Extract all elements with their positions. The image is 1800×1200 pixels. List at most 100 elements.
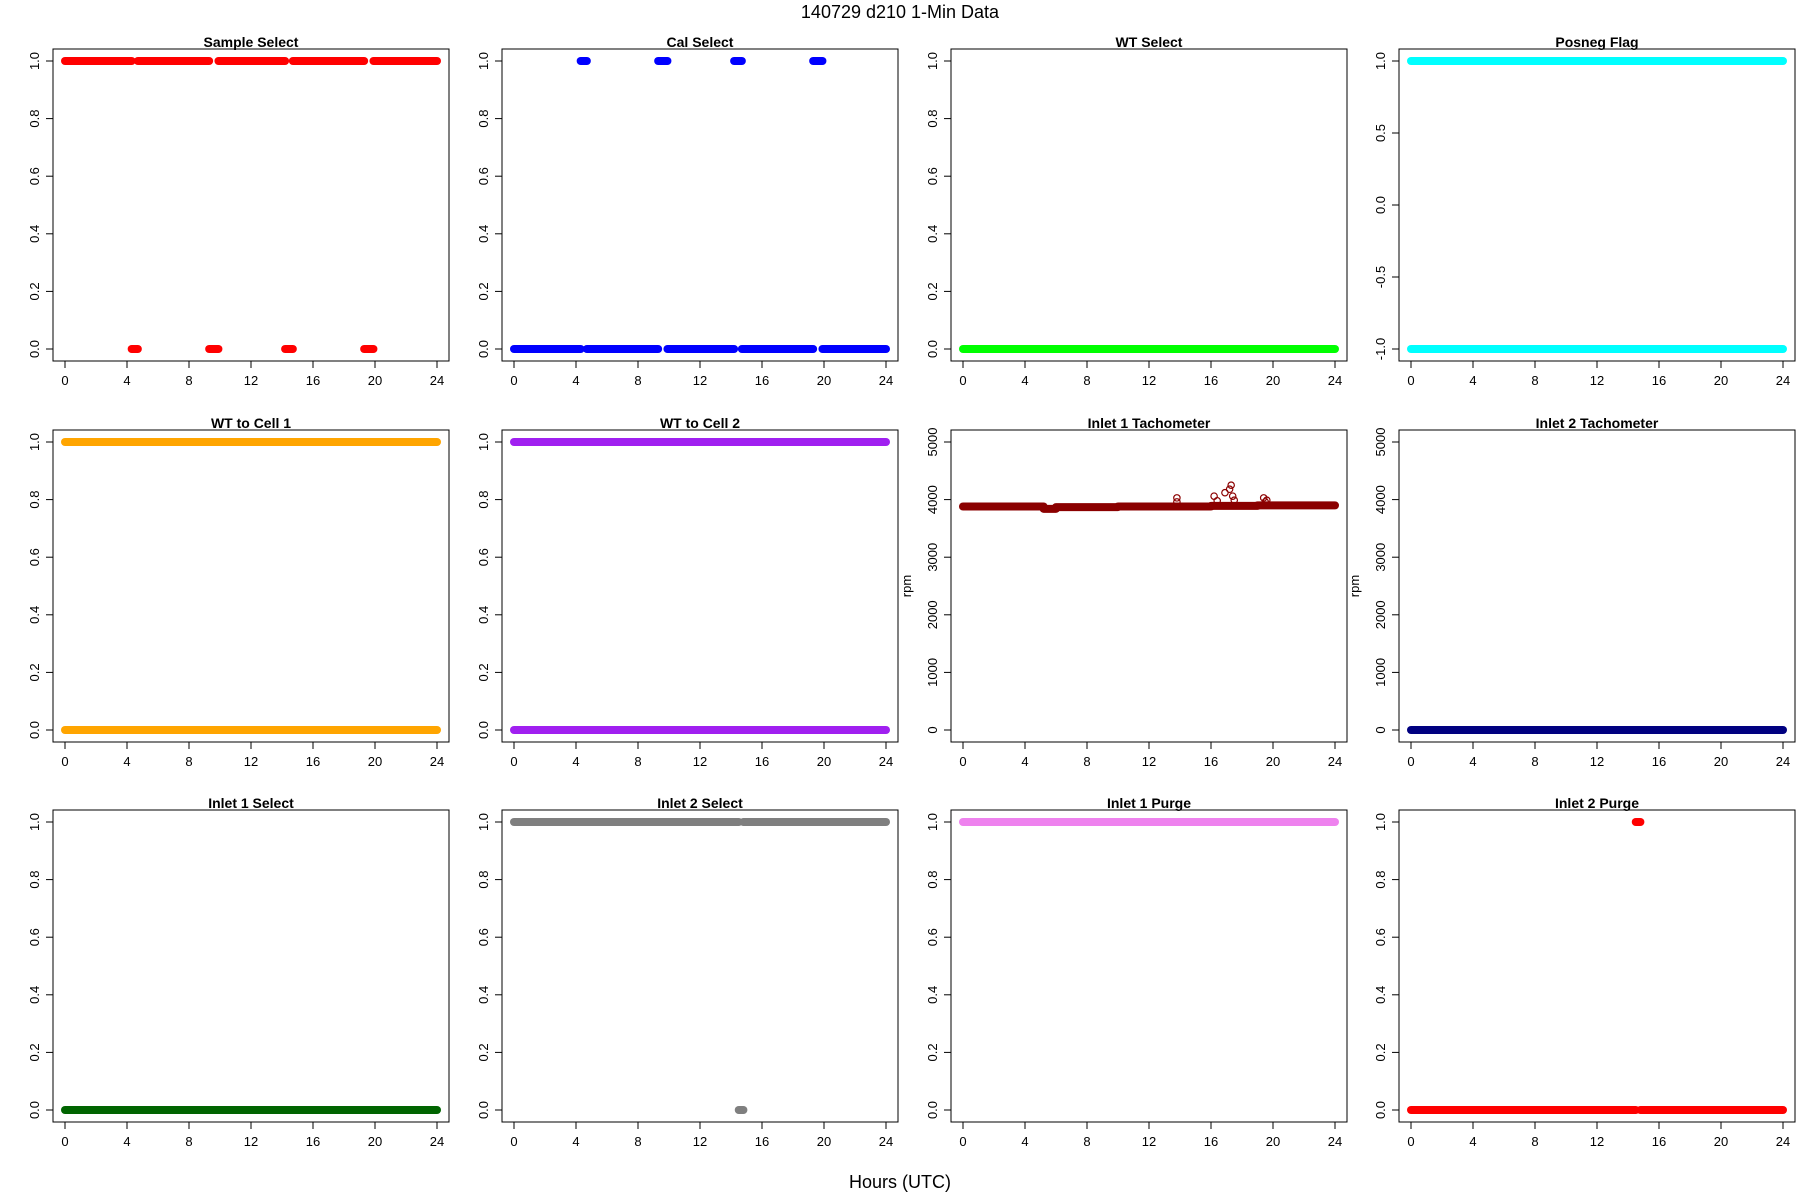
y-tick-label: 0.0	[476, 721, 491, 739]
x-tick-label: 4	[123, 373, 130, 388]
y-tick-label: 1.0	[27, 433, 42, 451]
data-point	[1230, 496, 1239, 504]
panel: Inlet 2 Select 0 4 8 12 16 20 24 0.0 0.2 0.4 0.6 0.8…	[476, 795, 899, 1149]
x-tick-label: 16	[306, 754, 320, 769]
x-tick-label: 24	[1776, 1134, 1790, 1149]
y-tick-label: 0.4	[476, 986, 491, 1004]
data-point	[1173, 498, 1181, 506]
y-tick-label: 0.6	[925, 167, 940, 185]
plot-frame	[1398, 48, 1796, 362]
y-tick-label: 0.6	[27, 167, 42, 185]
x-tick-label: 4	[1021, 373, 1028, 388]
y-tick-label: 0.4	[476, 225, 491, 243]
x-tick-label: 24	[1328, 754, 1342, 769]
panel: Inlet 1 Purge 0 4 8 12 16 20 24 0.0 0.2 0.4 0.6 0.8 1…	[925, 795, 1348, 1149]
plot-frame	[52, 48, 450, 362]
y-tick-label: 3000	[925, 543, 940, 572]
panel-title: Cal Select	[667, 34, 734, 50]
x-tick-label: 8	[185, 754, 192, 769]
plot-frame	[52, 809, 450, 1123]
x-tick-label: 4	[572, 373, 579, 388]
plot-frame	[950, 809, 1348, 1123]
x-tick-label: 12	[1590, 373, 1604, 388]
y-tick-label: 1000	[1373, 658, 1388, 687]
y-tick-label: 1.0	[1373, 813, 1388, 831]
panel-title: Inlet 2 Purge	[1555, 795, 1639, 811]
y-tick-label: 0.2	[476, 282, 491, 300]
x-tick-label: 0	[1407, 1134, 1414, 1149]
y-tick-label: 0.4	[925, 986, 940, 1004]
x-tick-label: 20	[368, 1134, 382, 1149]
x-tick-label: 12	[1590, 1134, 1604, 1149]
y-tick-label: 0.0	[27, 340, 42, 358]
y-axis-label: rpm	[899, 575, 914, 597]
y-tick-label: 0.2	[476, 1043, 491, 1061]
y-tick-label: -1.0	[1373, 338, 1388, 360]
y-tick-label: 1.0	[476, 813, 491, 831]
x-tick-label: 12	[1590, 754, 1604, 769]
x-tick-label: 20	[1714, 373, 1728, 388]
y-tick-label: 0.6	[476, 167, 491, 185]
x-tick-label: 0	[959, 373, 966, 388]
x-tick-label: 8	[1531, 373, 1538, 388]
y-tick-label: 0.0	[1373, 196, 1388, 214]
x-tick-label: 16	[306, 373, 320, 388]
x-tick-label: 24	[879, 373, 893, 388]
x-tick-label: 24	[430, 754, 444, 769]
y-tick-label: 0.4	[27, 225, 42, 243]
y-tick-label: 0.4	[1373, 986, 1388, 1004]
y-tick-label: 0.8	[27, 491, 42, 509]
y-tick-label: 0.8	[27, 110, 42, 128]
x-tick-label: 16	[1652, 373, 1666, 388]
x-tick-label: 4	[1021, 754, 1028, 769]
y-tick-label: 0.8	[1373, 871, 1388, 889]
panel-title: Inlet 1 Tachometer	[1088, 415, 1211, 431]
x-tick-label: 24	[879, 754, 893, 769]
y-tick-label: 5000	[1373, 428, 1388, 457]
panel: Inlet 2 Purge 0 4 8 12 16 20 24 0.0 0.2 0.4 0.6 0.8 1…	[1373, 795, 1796, 1149]
plot-frame	[950, 429, 1348, 743]
x-tick-label: 4	[1469, 373, 1476, 388]
y-tick-label: 2000	[1373, 600, 1388, 629]
panel-title: Sample Select	[204, 34, 299, 50]
y-tick-label: 0.0	[27, 721, 42, 739]
x-tick-label: 16	[1652, 754, 1666, 769]
x-tick-label: 16	[755, 1134, 769, 1149]
y-tick-label: 0.0	[27, 1101, 42, 1119]
y-tick-label: 4000	[1373, 485, 1388, 514]
plot-frame	[501, 809, 899, 1123]
x-tick-label: 16	[1652, 1134, 1666, 1149]
x-tick-label: 20	[1714, 1134, 1728, 1149]
y-tick-label: 0.0	[925, 340, 940, 358]
data-point	[1228, 492, 1237, 500]
y-tick-label: 1.0	[27, 813, 42, 831]
x-tick-label: 16	[1204, 754, 1218, 769]
y-tick-label: 1.0	[925, 52, 940, 70]
y-tick-label: 0.8	[27, 871, 42, 889]
x-tick-label: 24	[879, 1134, 893, 1149]
y-tick-label: 0.6	[1373, 928, 1388, 946]
y-tick-label: -0.5	[1373, 266, 1388, 288]
x-tick-label: 8	[634, 1134, 641, 1149]
y-tick-label: 0.4	[476, 606, 491, 624]
x-tick-label: 20	[1714, 754, 1728, 769]
x-tick-label: 12	[693, 373, 707, 388]
x-tick-label: 0	[61, 373, 68, 388]
y-tick-label: 0.2	[925, 1043, 940, 1061]
y-tick-label: 0.6	[27, 928, 42, 946]
x-tick-label: 20	[817, 373, 831, 388]
data-point	[1213, 496, 1222, 505]
x-tick-label: 8	[185, 373, 192, 388]
x-tick-label: 0	[510, 1134, 517, 1149]
y-tick-label: 1000	[925, 658, 940, 687]
panel-title: WT to Cell 2	[660, 415, 740, 431]
y-tick-label: 5000	[925, 428, 940, 457]
panel-title: Inlet 1 Select	[208, 795, 294, 811]
x-tick-label: 4	[123, 754, 130, 769]
x-tick-label: 4	[572, 1134, 579, 1149]
y-tick-label: 0.0	[476, 1101, 491, 1119]
data-point	[1210, 492, 1218, 500]
y-tick-label: 4000	[925, 485, 940, 514]
y-tick-label: 0.6	[476, 548, 491, 566]
x-tick-label: 0	[1407, 373, 1414, 388]
